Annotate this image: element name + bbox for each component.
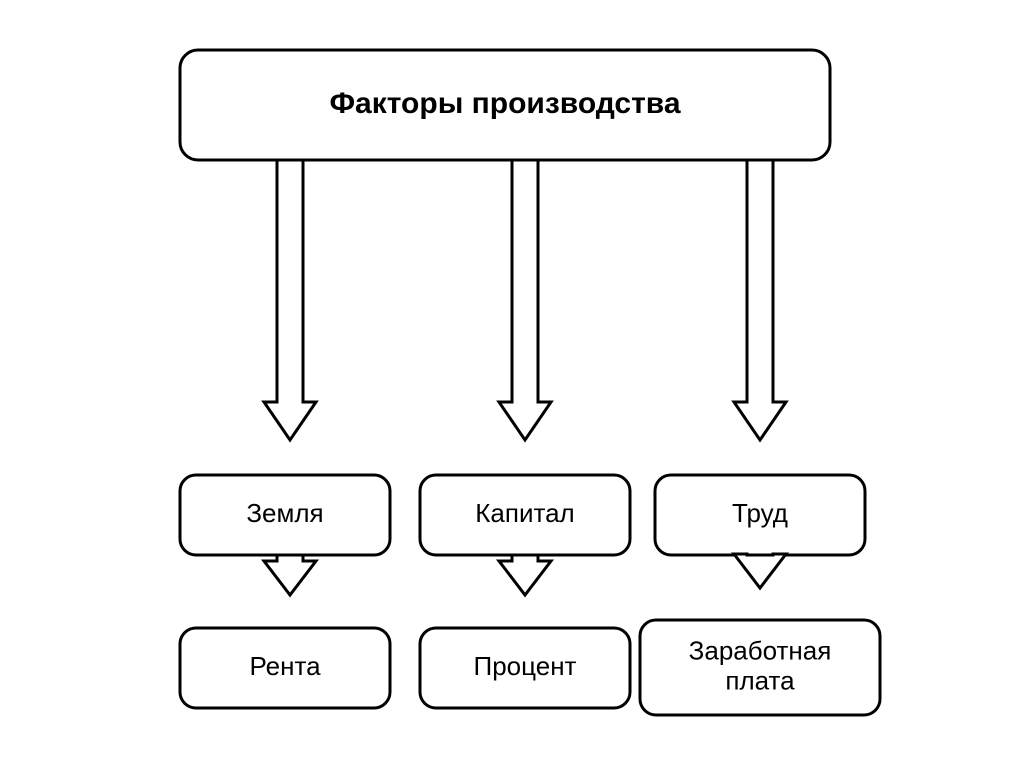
wage-node: Заработнаяплата (640, 620, 880, 715)
interest-node: Процент (420, 628, 630, 708)
rent-node-label: Рента (249, 651, 321, 681)
land-node-label: Земля (246, 498, 323, 528)
wage-node-label: плата (725, 665, 795, 695)
rent-node: Рента (180, 628, 390, 708)
col3-arrow-long (734, 160, 786, 440)
land-node: Земля (180, 475, 390, 555)
col2-arrow-short (499, 555, 551, 595)
col2-arrow-long (499, 160, 551, 440)
diagram-canvas: Факторы производства Земля Рента Капитал Про… (0, 0, 1024, 768)
col1-arrow-long (264, 160, 316, 440)
interest-node-label: Процент (474, 651, 577, 681)
capital-node-label: Капитал (475, 498, 574, 528)
labor-node: Труд (655, 475, 865, 555)
root-node-label: Факторы производства (329, 87, 680, 120)
labor-node-label: Труд (732, 498, 788, 528)
capital-node: Капитал (420, 475, 630, 555)
col1-arrow-short (264, 555, 316, 595)
root-node: Факторы производства (180, 50, 830, 160)
col3-arrow-short (734, 554, 786, 588)
wage-node-label: Заработная (689, 635, 832, 665)
